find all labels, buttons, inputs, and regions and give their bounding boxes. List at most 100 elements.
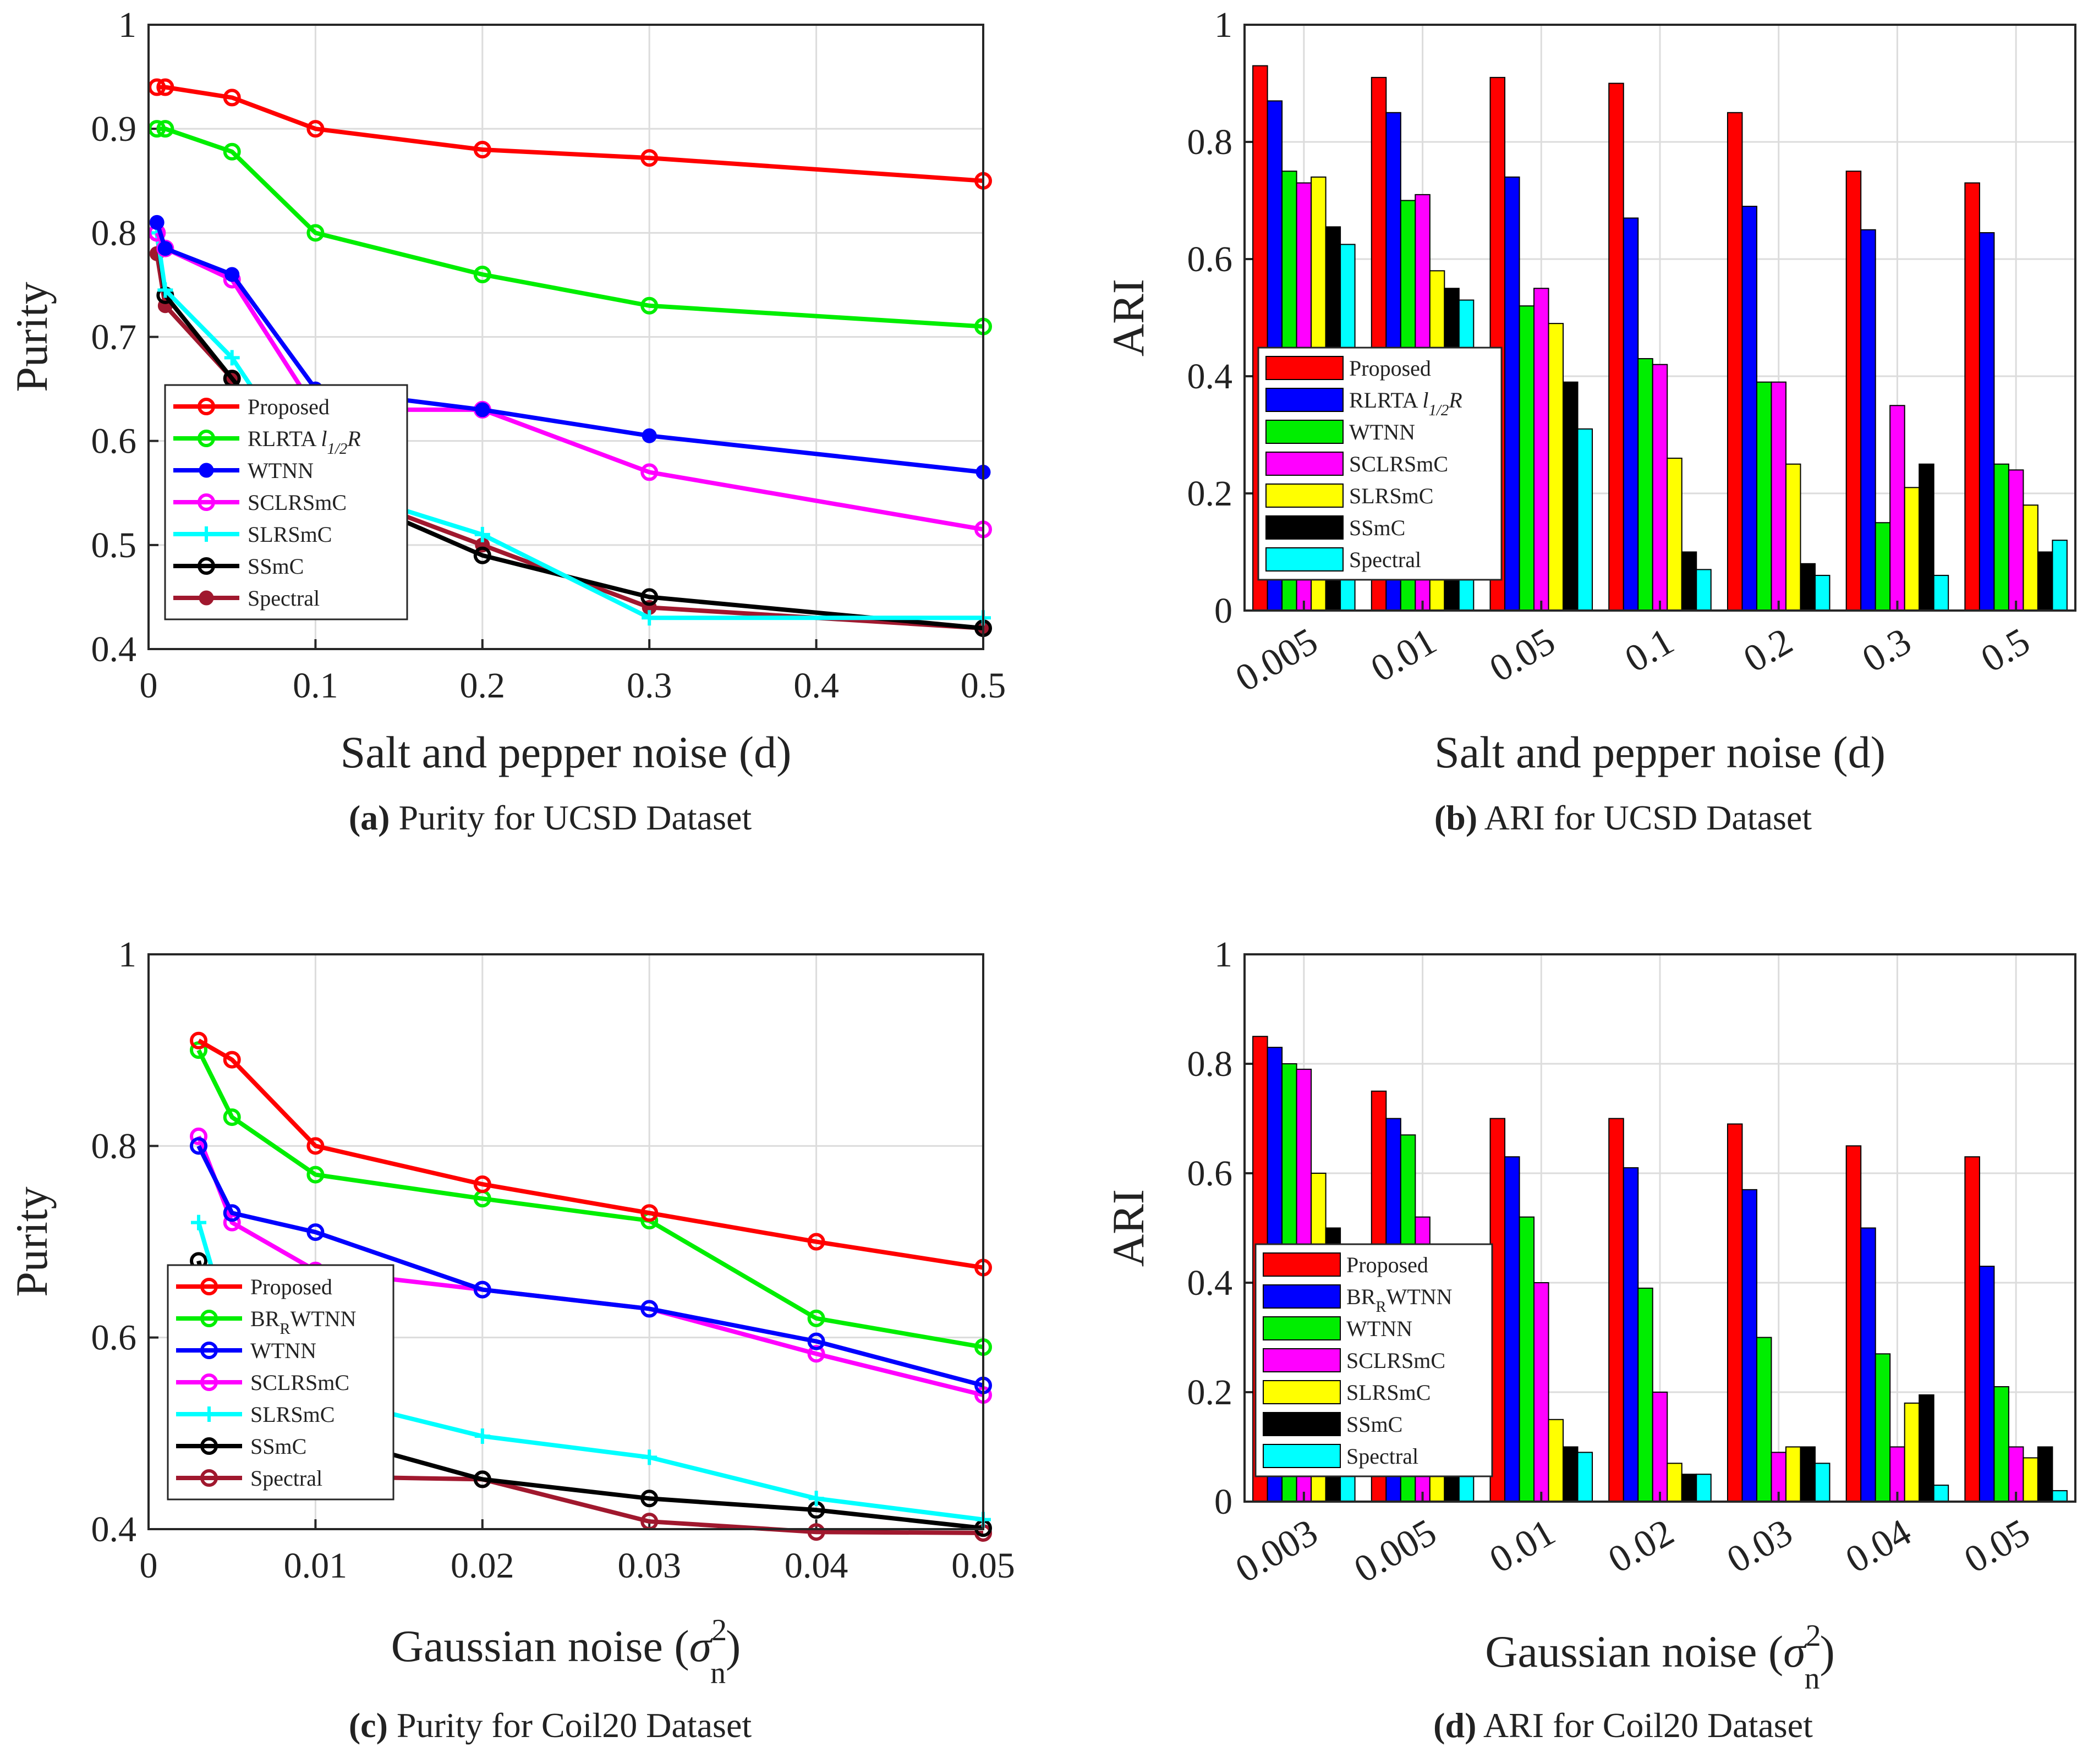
panel-d-bar-proposed: [1964, 1156, 1980, 1502]
panel-c-ytick-label: 1: [118, 935, 136, 975]
panel-a-point-ssmc: [640, 588, 659, 606]
panel-c-point-wtnn: [306, 1223, 325, 1241]
panel-d-bar-br: [1979, 1266, 1995, 1502]
panel-d-legend-label: SCLRSmC: [1346, 1348, 1445, 1373]
panel-d-bar-sclrsmc: [1652, 1392, 1668, 1502]
caption-b-text: ARI for UCSD Dataset: [1484, 798, 1812, 837]
panel-d-bar-proposed: [1727, 1123, 1743, 1502]
panel-d-xtick-label: 0.003: [1229, 1511, 1325, 1591]
panel-d-legend-label: BRRWTNN: [1346, 1284, 1453, 1316]
panel-b-chart: 0 0.2 0.4 0.6 0.8 1 ARI 0.005 0.01 0.05 0.1 0.2 0.3 0…: [1103, 5, 2076, 777]
panel-a-ylabel: Purity: [7, 282, 57, 392]
panel-d-xtick-label: 0.04: [1839, 1511, 1919, 1581]
panel-a-legend-label: WTNN: [248, 458, 314, 483]
panel-c-point-sclrsmc: [807, 1345, 825, 1363]
panel-d-ytick-label: 0.6: [1187, 1153, 1233, 1194]
panel-b-ytick-label: 0.2: [1187, 474, 1233, 514]
panel-c-legend-marker: [200, 1278, 218, 1295]
panel-a-legend-label: Spectral: [248, 586, 320, 611]
panel-b-xtick-label: 0.5: [1974, 620, 2037, 680]
panel-c-point-wtnn: [223, 1204, 241, 1222]
panel-c-xtick-label: 0.04: [785, 1546, 848, 1586]
panel-d-bar-wtnn: [1993, 1386, 2009, 1503]
panel-a-xlabel: Salt and pepper noise (d): [341, 727, 792, 777]
panel-d-xtick-label: 0.05: [1958, 1511, 2037, 1581]
panel-a-ytick-label: 0.5: [91, 525, 137, 565]
panel-c-point-wtnn: [640, 1300, 659, 1318]
panel-c-point-sclrsmc: [190, 1127, 208, 1145]
panel-b-legend-label: SLRSmC: [1349, 483, 1433, 508]
panel-b-legend-swatch: [1265, 483, 1344, 508]
panel-c-xtick-label: 0.05: [951, 1546, 1015, 1586]
panel-c-point-proposed: [473, 1175, 491, 1193]
panel-b-legend-swatch: [1265, 388, 1344, 412]
panel-c-xtick-label: 0: [140, 1546, 158, 1586]
panel-a-legend-label: RLRTA l1/2R: [248, 426, 361, 458]
panel-c-ytick-label: 0.6: [91, 1318, 137, 1358]
panel-c-legend-marker: [200, 1373, 218, 1391]
panel-b-legend-label: SSmC: [1349, 515, 1405, 540]
caption-d-text: ARI for Coil20 Dataset: [1483, 1706, 1813, 1745]
panel-b-xtick-label: 0.1: [1618, 620, 1681, 680]
panel-a-point-rlrta: [156, 120, 174, 138]
panel-c-legend-marker: [201, 1406, 217, 1422]
caption-d-letter: (d): [1433, 1706, 1477, 1745]
panel-d-xtick-label: 0.02: [1601, 1511, 1681, 1581]
panel-c-legend-label: BRRWTNN: [250, 1306, 357, 1338]
panel-b-bar-proposed: [1845, 171, 1862, 611]
panel-a-point-proposed: [156, 78, 174, 96]
caption-c-text: Purity for Coil20 Dataset: [396, 1706, 752, 1745]
panel-d-legend-label: Proposed: [1346, 1252, 1428, 1277]
panel-b-bar-rlrta: [1504, 176, 1520, 611]
panel-a-legend-marker: [199, 526, 214, 542]
panel-c-point-slrsmc: [642, 1449, 657, 1465]
panel-b-bar-sclrsmc: [1652, 364, 1668, 611]
panel-a-point-wtnn: [475, 402, 490, 417]
panel-d-legend-swatch: [1263, 1412, 1341, 1436]
panel-d-bar-br: [1623, 1167, 1639, 1503]
panel-a-legend-marker: [198, 398, 215, 415]
panel-b-ytick-label: 0.4: [1187, 356, 1233, 397]
panel-d-legend-label: SSmC: [1346, 1412, 1402, 1437]
panel-b-bar-wtnn: [1637, 358, 1653, 611]
panel-d-bar-ssmc: [1563, 1446, 1579, 1502]
panel-c-point-ssmc: [473, 1470, 491, 1488]
panel-d-bar-wtnn: [1637, 1287, 1653, 1502]
panel-c-point-slrsmc: [191, 1215, 207, 1230]
panel-a-chart: 0 0.1 0.2 0.3 0.4 0.5 0.4 0.5 0.6 0.7 0.8 0.9 1 Purit…: [7, 5, 1006, 777]
panel-c-point-proposed: [223, 1051, 241, 1069]
panel-d-chart: 0 0.2 0.4 0.6 0.8 1 ARI 0.003 0.005 0.01 0.02 0.03 0…: [1103, 935, 2076, 1696]
panel-a-point-slrsmc: [642, 610, 657, 626]
panel-a-point-rlrta: [306, 224, 325, 242]
panel-b-legend-swatch: [1265, 420, 1344, 444]
panel-b-ylabel: ARI: [1103, 279, 1153, 356]
panel-a-xtick-label: 0.3: [627, 666, 672, 706]
panel-b-xlabel: Salt and pepper noise (d): [1434, 727, 1886, 777]
panel-d-ytick-label: 0: [1214, 1482, 1232, 1522]
panel-d-bar-slrsmc: [1785, 1446, 1801, 1502]
panel-d-bar-spectral: [1696, 1474, 1712, 1502]
panel-a-legend-marker: [199, 590, 214, 606]
panel-d-bar-ssmc: [1800, 1446, 1816, 1502]
panel-a-point-rlrta: [640, 296, 659, 315]
panel-d-bar-proposed: [1845, 1145, 1862, 1502]
panel-a-legend-label: SCLRSmC: [248, 490, 347, 515]
panel-b-bar-wtnn: [1993, 463, 2009, 611]
panel-d-bar-wtnn: [1756, 1337, 1772, 1502]
caption-d: (d) ARI for Coil20 Dataset: [1375, 1705, 1871, 1746]
panel-b-xtick-label: 0.3: [1855, 620, 1918, 680]
panel-c-point-br: [807, 1309, 825, 1327]
panel-c-legend-label: Proposed: [250, 1274, 332, 1299]
panel-a-point-wtnn: [224, 267, 240, 282]
panel-c-point-wtnn: [473, 1281, 491, 1299]
panel-b-bar-ssmc: [2037, 551, 2053, 611]
panel-c-point-proposed: [190, 1031, 208, 1049]
panel-b-bar-slrsmc: [1548, 323, 1564, 611]
panel-b-bar-slrsmc: [1667, 458, 1683, 611]
panel-a-point-slrsmc: [157, 282, 173, 298]
panel-a-ytick-label: 1: [118, 5, 136, 45]
panel-b-bar-spectral: [1577, 428, 1593, 611]
